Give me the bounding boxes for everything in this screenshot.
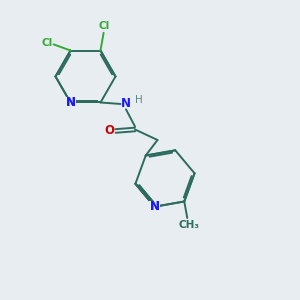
Bar: [149, 201, 160, 212]
Text: CH₃: CH₃: [178, 220, 199, 230]
Text: N: N: [121, 98, 131, 110]
Bar: [65, 97, 76, 108]
Text: H: H: [135, 95, 142, 105]
Text: O: O: [104, 124, 114, 137]
Text: N: N: [150, 200, 160, 213]
Text: N: N: [150, 200, 160, 213]
Text: Cl: Cl: [98, 21, 109, 31]
Text: N: N: [65, 96, 76, 109]
Text: Cl: Cl: [41, 38, 52, 48]
Text: N: N: [65, 96, 76, 109]
